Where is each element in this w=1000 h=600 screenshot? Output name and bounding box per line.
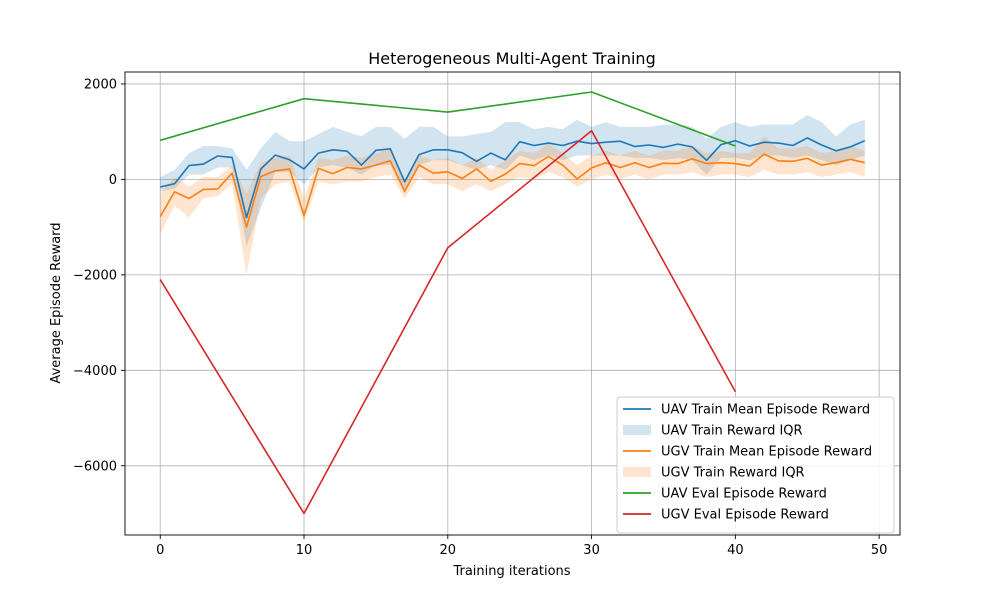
y-tick-label: −2000 bbox=[73, 268, 117, 283]
iqr-band bbox=[160, 136, 865, 275]
axes-frame bbox=[124, 71, 901, 536]
series-line bbox=[159, 129, 737, 515]
y-tick-label: −4000 bbox=[73, 364, 117, 379]
x-tick-label: 40 bbox=[727, 543, 744, 558]
chart-title: Heterogeneous Multi-Agent Training bbox=[368, 49, 655, 68]
legend: UAV Train Mean Episode Reward UAV Train R… bbox=[616, 396, 895, 534]
legend-label: UGV Eval Episode Reward bbox=[661, 508, 829, 523]
x-tick-label: 0 bbox=[156, 543, 164, 558]
series-line bbox=[159, 153, 865, 228]
legend-box bbox=[616, 396, 895, 534]
legend-label: UGV Train Reward IQR bbox=[661, 466, 805, 481]
legend-label: UGV Train Mean Episode Reward bbox=[661, 445, 872, 460]
iqr-band bbox=[160, 115, 865, 247]
y-tick-label: 2000 bbox=[84, 77, 117, 92]
legend-label: UAV Eval Episode Reward bbox=[661, 487, 827, 502]
x-tick-label: 10 bbox=[296, 543, 313, 558]
series-line bbox=[159, 91, 736, 147]
x-axis-label: Training iterations bbox=[452, 564, 570, 579]
legend-label: UAV Train Reward IQR bbox=[661, 424, 803, 439]
legend-swatch bbox=[623, 425, 651, 435]
x-tick-label: 20 bbox=[440, 543, 457, 558]
x-tick-label: 50 bbox=[871, 543, 888, 558]
x-tick-label: 30 bbox=[583, 543, 600, 558]
plot-area: 0 10 20 30 40 50 −6000 −4000 −2000 0 2000 bbox=[73, 71, 901, 558]
legend-swatch bbox=[623, 467, 651, 477]
y-tick-label: 0 bbox=[109, 173, 117, 188]
series-line bbox=[160, 137, 866, 219]
y-axis-label: Average Episode Reward bbox=[49, 222, 64, 383]
y-tick-label: −6000 bbox=[73, 459, 117, 474]
legend-label: UAV Train Mean Episode Reward bbox=[661, 403, 870, 418]
